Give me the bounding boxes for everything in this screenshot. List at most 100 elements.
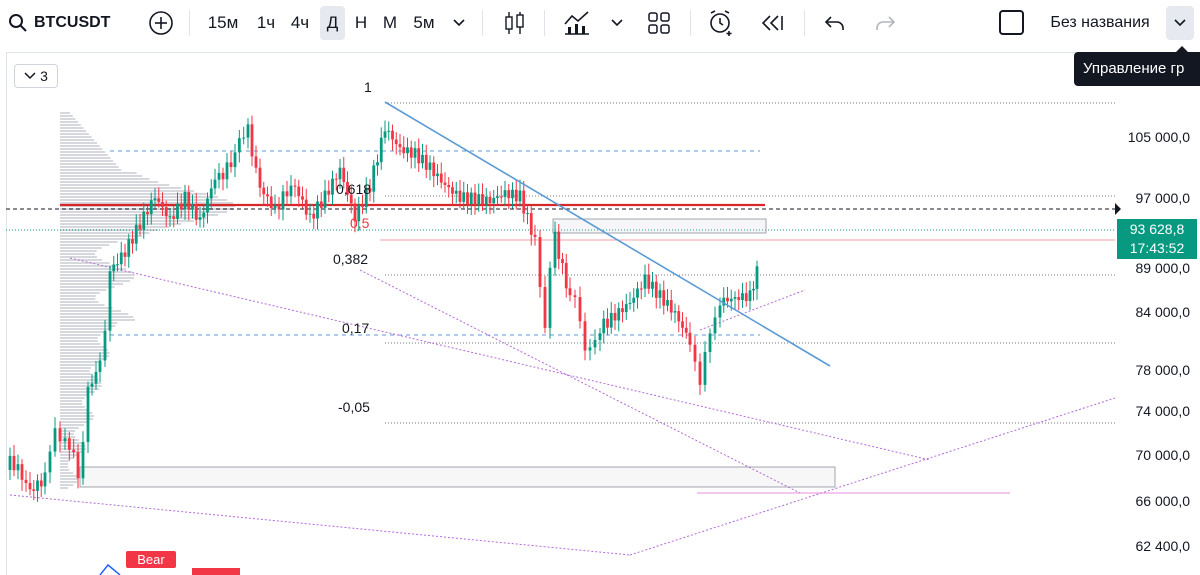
legend-collapse-button[interactable]: 3 [14,64,58,88]
candle-body [722,297,726,306]
candle-body [744,293,748,302]
volume-bar [60,433,74,435]
undo-button[interactable] [818,6,852,40]
alert-button[interactable] [704,6,738,40]
chevron-down-icon [24,72,36,80]
candle-body [269,196,273,209]
candle-body [703,351,707,385]
layout-button[interactable] [642,6,676,40]
search-icon [9,14,27,32]
compare-add-button[interactable] [145,6,177,40]
layout-dropdown[interactable] [1166,6,1194,40]
volume-bar [60,304,105,306]
candle-body [357,205,361,222]
candle-body [383,131,387,138]
redo-button[interactable] [868,6,902,40]
interval-4h[interactable]: 4ч [290,13,310,32]
bottom-red-tag [192,568,240,575]
volume-bar [60,133,89,135]
indicators-dropdown[interactable] [606,6,628,40]
candle-body [698,361,702,385]
candle-body [499,196,503,198]
candle-body [108,271,112,331]
chart-pane[interactable] [6,52,1200,575]
volume-bar [60,364,95,366]
layout-checkbox[interactable] [999,10,1024,35]
indicators-button[interactable] [560,6,594,40]
volume-bar [60,220,195,222]
symbol-search[interactable]: BTCUSDT [8,6,128,40]
volume-bar [60,373,92,375]
volume-bar [60,397,85,399]
bar-countdown: 17:43:52 [1129,240,1185,256]
candle-body [164,207,168,217]
candle-body [518,190,522,202]
volume-bar [60,166,119,168]
volume-bar [60,328,111,330]
candle-body [361,205,364,208]
interval-week[interactable]: Н [354,13,368,32]
volume-bar [60,187,182,189]
interval-15m[interactable]: 15м [207,13,239,32]
candle-body [564,263,568,289]
candle-body [323,190,327,208]
candle-body [149,200,153,215]
candle-body [131,239,134,244]
interval-1h[interactable]: 1ч [256,13,276,32]
layout-name[interactable]: Без названия [1050,14,1150,31]
candle-body [602,318,606,334]
volume-bar [60,241,118,243]
candle-body [312,213,316,219]
chevron-down-icon [611,19,623,27]
candle-body [737,297,741,301]
candle-body [39,480,43,487]
candle-body [681,321,684,328]
volume-bar [60,190,195,192]
candle-body [368,187,372,192]
volume-bar [60,394,90,396]
candle-body [94,371,98,384]
candle-body [741,293,744,301]
chart-type-button[interactable] [498,6,532,40]
candle-body [669,300,673,313]
candle-body [514,189,518,202]
volume-bar [60,238,137,240]
volume-bar [60,427,79,429]
candle-body [342,167,346,183]
last-price-value: 93 628,8 [1129,221,1185,237]
volume-bar [60,361,101,363]
candle-body [436,173,439,177]
candle-body [229,162,233,168]
volume-bar [60,112,70,114]
volume-bar [60,430,76,432]
volume-bar [60,403,83,405]
last-price-badge: 93 628,8 17:43:52 [1117,219,1197,259]
replay-button[interactable] [755,6,789,40]
candle-body [488,196,492,204]
interval-day[interactable]: Д [320,6,345,40]
candle-body [447,184,451,188]
volume-bar [60,229,159,231]
downtrend-line[interactable] [384,101,831,367]
candle-body [621,308,624,313]
volume-bar [60,157,111,159]
candle-body [209,188,213,199]
interval-5m[interactable]: 5м [413,13,435,32]
interval-dropdown[interactable] [447,6,471,40]
candle-body [297,186,301,197]
price-label: 78 000,0 [1135,362,1191,378]
candle-body [538,236,542,287]
candle-body [628,302,632,305]
volume-bar [60,217,207,219]
candle-body [157,198,161,202]
candle-body [507,190,511,199]
volume-bar [60,115,73,117]
grid-layout-icon [648,12,670,34]
volume-bar [60,127,84,129]
volume-bar [60,445,86,447]
volume-bar [60,478,79,480]
interval-month[interactable]: М [382,13,398,32]
candle-body [254,156,258,168]
candle-body [688,332,692,345]
